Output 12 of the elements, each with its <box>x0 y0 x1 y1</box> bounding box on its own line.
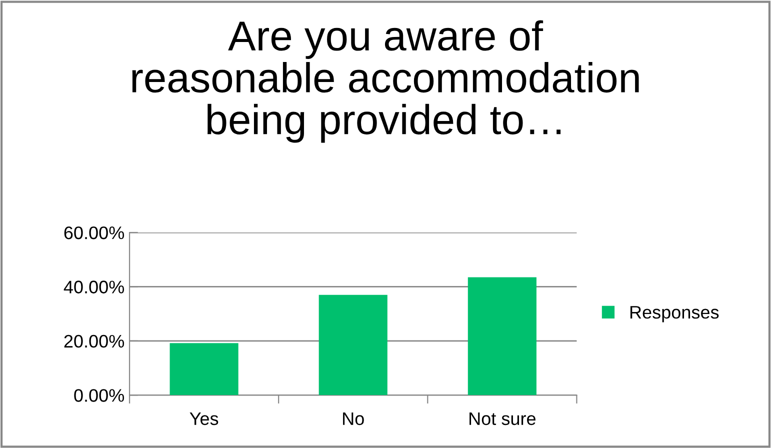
bar <box>318 294 388 396</box>
x-tick-label: Yes <box>190 412 218 426</box>
x-tick-label: No <box>343 412 364 426</box>
bar <box>468 277 536 396</box>
x-tick-label: Not sure <box>470 412 536 426</box>
y-tick-label: 60.00% <box>64 226 124 240</box>
y-tick-label: 20.00% <box>64 334 124 348</box>
legend-label: Responses <box>630 306 719 322</box>
y-tick-label: 0.00% <box>74 389 124 402</box>
y-tick-label: 40.00% <box>64 280 124 294</box>
chart-title: Are you aware of reasonable accommodation being provided to… <box>132 20 639 143</box>
bar <box>170 343 238 396</box>
